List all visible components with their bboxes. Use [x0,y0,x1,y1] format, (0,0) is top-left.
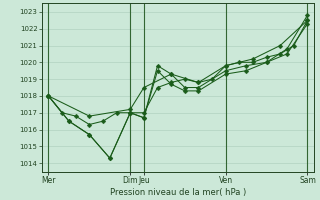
X-axis label: Pression niveau de la mer( hPa ): Pression niveau de la mer( hPa ) [110,188,246,197]
